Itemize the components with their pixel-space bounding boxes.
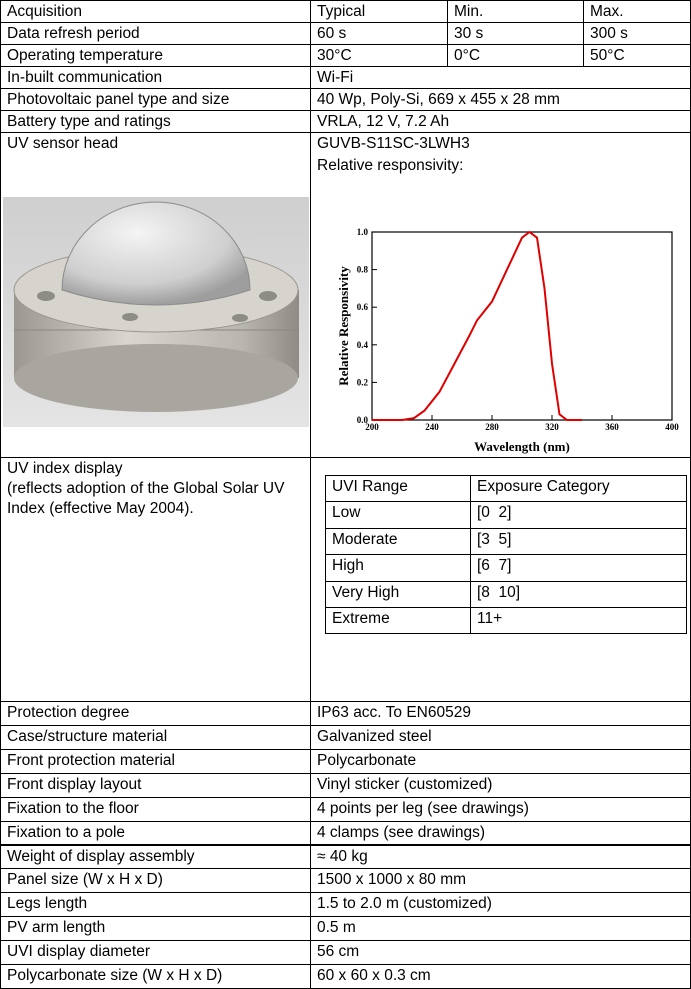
row-label: Fixation to a pole xyxy=(0,821,311,846)
row-label: Front protection material xyxy=(0,749,311,774)
row-value: Vinyl sticker (customized) xyxy=(310,773,691,798)
uvi-cell: Low xyxy=(325,501,471,528)
uvi-cell: [8 10] xyxy=(470,581,687,608)
uvi-cell: Extreme xyxy=(325,607,471,634)
row-label: Photovoltaic panel type and size xyxy=(0,88,311,111)
row-label: In-built communication xyxy=(0,66,311,89)
row-value: VRLA, 12 V, 7.2 Ah xyxy=(310,110,691,133)
row-value: Max. xyxy=(583,0,691,23)
row-value: 0°C xyxy=(447,44,584,67)
row-label: Case/structure material xyxy=(0,725,311,750)
row-value: 4 clamps (see drawings) xyxy=(310,821,691,846)
uvi-text: (reflects adoption of the Global Solar U… xyxy=(7,479,304,519)
uvi-cell: Moderate xyxy=(325,528,471,555)
row-label: Data refresh period xyxy=(0,22,311,45)
row-value: IP63 acc. To EN60529 xyxy=(310,701,691,726)
row-value: 1.5 to 2.0 m (customized) xyxy=(310,892,691,917)
uvi-cell: [0 2] xyxy=(470,501,687,528)
row-value: Wi-Fi xyxy=(310,66,691,89)
row-label: Protection degree xyxy=(0,701,311,726)
sensor-text: GUVB-S11SC-3LWH3 xyxy=(317,134,470,154)
uvi-cell: [6 7] xyxy=(470,554,687,581)
row-value: 1500 x 1000 x 80 mm xyxy=(310,868,691,893)
row-label: Operating temperature xyxy=(0,44,311,67)
row-label: Battery type and ratings xyxy=(0,110,311,133)
sensor-text: Relative responsivity: xyxy=(317,156,463,176)
row-value: Polycarbonate xyxy=(310,749,691,774)
row-value: 40 Wp, Poly-Si, 669 x 455 x 28 mm xyxy=(310,88,691,111)
row-label: UV sensor head xyxy=(0,132,311,458)
row-value: 56 cm xyxy=(310,940,691,965)
row-value: 50°C xyxy=(583,44,691,67)
row-value: 60 s xyxy=(310,22,448,45)
row-value: 0.5 m xyxy=(310,916,691,941)
row-label: PV arm length xyxy=(0,916,311,941)
row-value: 60 x 60 x 0.3 cm xyxy=(310,964,691,989)
row-label: Acquisition xyxy=(0,0,311,23)
uvi-text: UV index display xyxy=(7,459,304,479)
uvi-cell: High xyxy=(325,554,471,581)
row-value: Galvanized steel xyxy=(310,725,691,750)
row-label: Fixation to the floor xyxy=(0,797,311,822)
row-value: 30°C xyxy=(310,44,448,67)
row-label: Legs length xyxy=(0,892,311,917)
uvi-cell: UVI Range xyxy=(325,475,471,502)
row-value: 4 points per leg (see drawings) xyxy=(310,797,691,822)
row-label: Panel size (W x H x D) xyxy=(0,868,311,893)
row-value: 30 s xyxy=(447,22,584,45)
row-value: 300 s xyxy=(583,22,691,45)
row-value: Min. xyxy=(447,0,584,23)
uvi-cell: Exposure Category xyxy=(470,475,687,502)
row-value: ≈ 40 kg xyxy=(310,845,691,870)
page: 2002402803203604000.00.20.40.60.81.0Wave… xyxy=(0,0,691,989)
row-label: Weight of display assembly xyxy=(0,845,311,870)
row-label: UV index display(reflects adoption of th… xyxy=(0,457,311,702)
uvi-cell: 11+ xyxy=(470,607,687,634)
row-label: Polycarbonate size (W x H x D) xyxy=(0,964,311,989)
row-label: Front display layout xyxy=(0,773,311,798)
uvi-cell: [3 5] xyxy=(470,528,687,555)
uvi-cell: Very High xyxy=(325,581,471,608)
row-label: UVI display diameter xyxy=(0,940,311,965)
row-value: Typical xyxy=(310,0,448,23)
